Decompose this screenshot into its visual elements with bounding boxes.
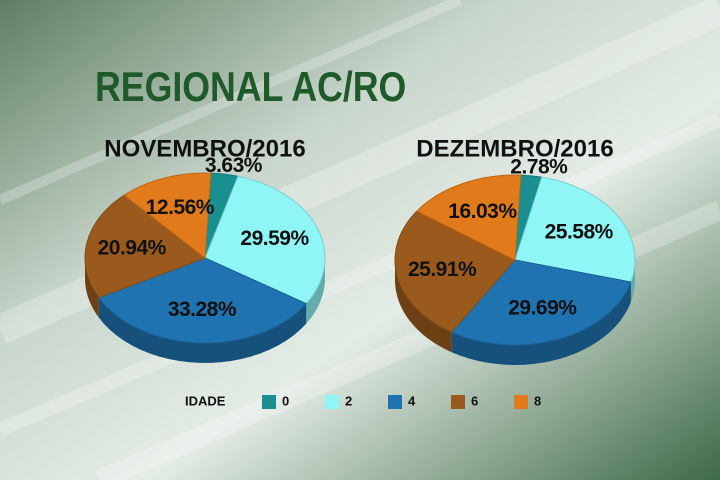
- value-label: 25.91%: [408, 258, 477, 281]
- legend-label: 8: [534, 393, 541, 408]
- legend-swatch: [451, 395, 465, 409]
- slice: [514, 176, 636, 283]
- value-label: 25.58%: [545, 220, 614, 243]
- value-label: 29.69%: [508, 297, 577, 320]
- value-label: 33.28%: [168, 298, 237, 321]
- chart-title: NOVEMBRO/2016: [104, 135, 305, 162]
- value-label: 2.78%: [510, 155, 568, 178]
- slice: [204, 175, 326, 305]
- slice: [416, 174, 522, 261]
- value-label: 16.03%: [448, 200, 517, 223]
- legend-swatch: [262, 395, 276, 409]
- value-label: 3.63%: [205, 154, 263, 177]
- legend-swatch: [388, 395, 402, 409]
- slice-side: [306, 258, 325, 324]
- slice: [97, 257, 308, 344]
- chart-title: DEZEMBRO/2016: [416, 135, 613, 162]
- slice: [394, 210, 516, 333]
- value-label: 29.59%: [240, 227, 309, 250]
- main-title: REGIONAL AC/RO: [95, 64, 406, 110]
- value-label: 12.56%: [146, 196, 215, 219]
- slice: [84, 194, 207, 299]
- slice-side: [85, 258, 99, 318]
- slice: [123, 172, 212, 259]
- legend-title: IDADE: [185, 393, 226, 408]
- legend-label: 0: [282, 393, 289, 408]
- legend-label: 4: [408, 393, 416, 408]
- slice-side: [630, 260, 635, 302]
- slice-side: [395, 260, 452, 353]
- slice-side: [98, 297, 307, 363]
- legend-swatch: [325, 395, 339, 409]
- legend-swatch: [514, 395, 528, 409]
- value-label: 20.94%: [98, 236, 167, 259]
- legend-label: 6: [471, 393, 478, 408]
- legend-label: 2: [345, 393, 352, 408]
